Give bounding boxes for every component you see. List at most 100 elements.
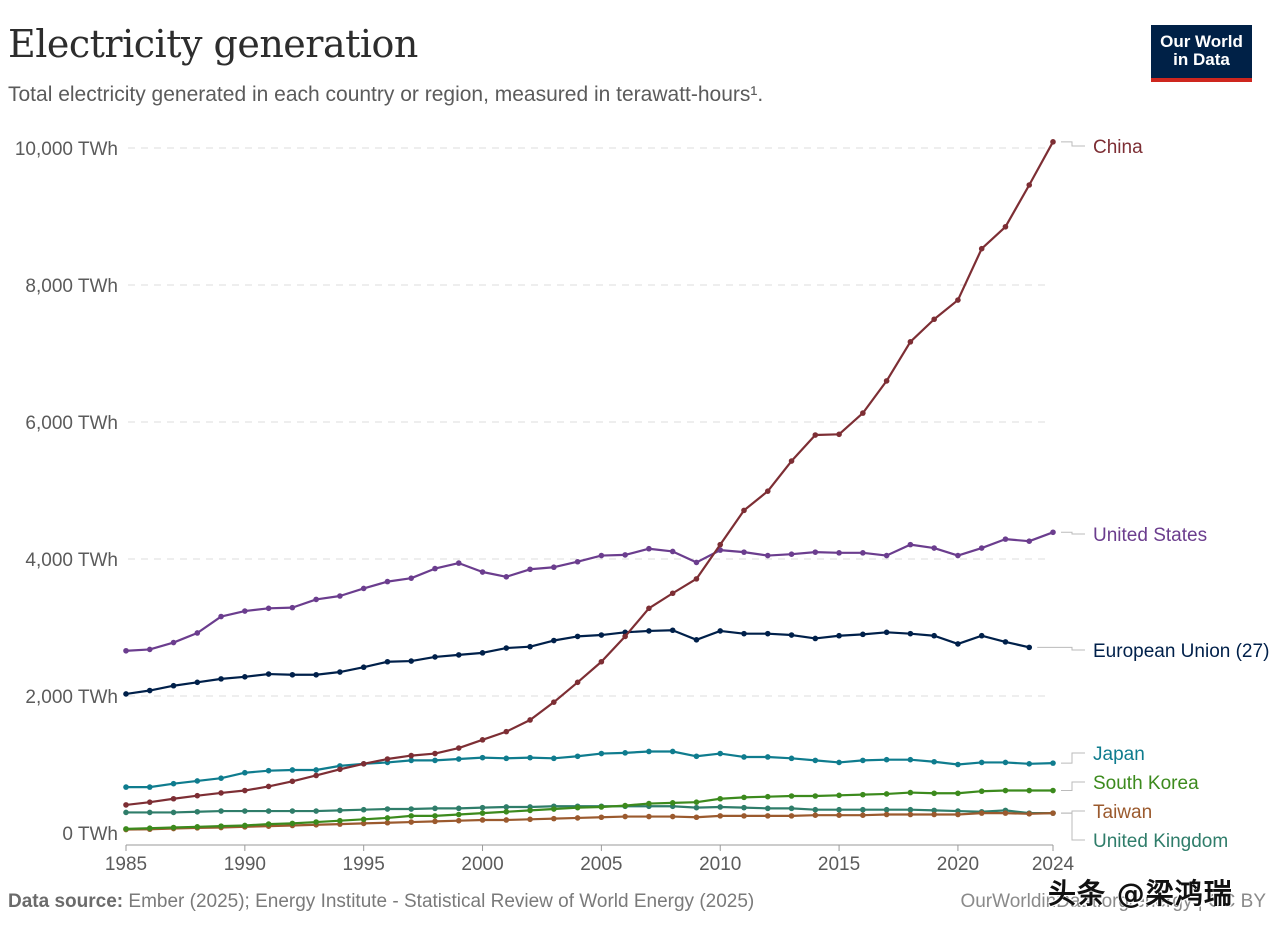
data-point[interactable] <box>455 756 462 762</box>
data-point[interactable] <box>788 805 795 812</box>
data-point[interactable] <box>123 826 129 832</box>
data-point[interactable] <box>218 823 224 829</box>
data-point[interactable] <box>242 822 248 829</box>
data-point[interactable] <box>812 432 819 438</box>
data-point[interactable] <box>265 808 272 814</box>
data-point[interactable] <box>289 767 296 773</box>
data-point[interactable] <box>1026 182 1033 188</box>
series-label[interactable]: United Kingdom <box>1093 831 1228 852</box>
data-point[interactable] <box>360 585 367 592</box>
data-point[interactable] <box>432 750 438 757</box>
data-point[interactable] <box>123 647 129 654</box>
data-point[interactable] <box>384 578 391 585</box>
data-point[interactable] <box>717 795 724 802</box>
data-point[interactable] <box>503 645 510 651</box>
data-point[interactable] <box>598 632 605 638</box>
data-point[interactable] <box>788 813 795 819</box>
data-point[interactable] <box>860 631 866 638</box>
data-point[interactable] <box>313 596 319 603</box>
data-point[interactable] <box>289 820 296 827</box>
data-point[interactable] <box>978 632 985 639</box>
series-label[interactable]: China <box>1093 137 1143 158</box>
data-point[interactable] <box>669 748 676 755</box>
data-point[interactable] <box>551 755 557 762</box>
data-point[interactable] <box>503 728 510 735</box>
data-point[interactable] <box>289 808 296 814</box>
data-point[interactable] <box>741 630 747 637</box>
data-point[interactable] <box>146 687 153 694</box>
data-point[interactable] <box>313 808 319 814</box>
data-point[interactable] <box>693 814 700 821</box>
data-point[interactable] <box>289 671 296 678</box>
data-point[interactable] <box>432 757 438 764</box>
data-point[interactable] <box>1002 787 1009 794</box>
series-japan[interactable] <box>123 748 1056 790</box>
data-point[interactable] <box>1026 811 1033 817</box>
series-line[interactable] <box>125 141 1054 807</box>
data-point[interactable] <box>551 637 557 644</box>
data-point[interactable] <box>883 811 890 818</box>
data-point[interactable] <box>432 805 438 812</box>
data-point[interactable] <box>598 750 605 757</box>
data-point[interactable] <box>170 639 177 646</box>
data-point[interactable] <box>812 757 819 764</box>
data-point[interactable] <box>955 811 961 818</box>
data-point[interactable] <box>836 759 842 766</box>
data-point[interactable] <box>408 819 415 825</box>
data-point[interactable] <box>265 821 272 827</box>
data-point[interactable] <box>289 778 296 785</box>
data-point[interactable] <box>812 812 819 818</box>
data-point[interactable] <box>1050 139 1056 145</box>
data-point[interactable] <box>741 794 747 801</box>
data-point[interactable] <box>883 552 890 559</box>
data-point[interactable] <box>313 767 319 773</box>
data-point[interactable] <box>503 804 510 810</box>
data-point[interactable] <box>479 569 486 575</box>
data-point[interactable] <box>598 552 605 559</box>
data-point[interactable] <box>503 755 510 762</box>
data-point[interactable] <box>432 818 438 825</box>
data-point[interactable] <box>1002 536 1009 542</box>
data-point[interactable] <box>907 756 914 763</box>
data-point[interactable] <box>1002 639 1009 645</box>
data-point[interactable] <box>479 737 486 743</box>
data-point[interactable] <box>265 783 272 790</box>
data-point[interactable] <box>123 809 129 816</box>
data-point[interactable] <box>598 658 605 665</box>
data-point[interactable] <box>242 769 248 776</box>
data-point[interactable] <box>764 813 771 819</box>
data-point[interactable] <box>622 750 628 756</box>
data-point[interactable] <box>1002 223 1009 230</box>
data-point[interactable] <box>812 635 819 642</box>
data-point[interactable] <box>146 799 153 805</box>
series-united-states[interactable] <box>123 529 1056 654</box>
data-point[interactable] <box>384 756 391 762</box>
data-point[interactable] <box>836 806 842 813</box>
data-point[interactable] <box>836 431 842 438</box>
data-point[interactable] <box>836 550 842 556</box>
data-point[interactable] <box>360 761 367 767</box>
series-european-union-27[interactable] <box>123 627 1033 697</box>
data-point[interactable] <box>574 815 581 821</box>
data-point[interactable] <box>812 549 819 555</box>
data-point[interactable] <box>883 806 890 813</box>
series-label[interactable]: Japan <box>1093 744 1145 765</box>
data-point[interactable] <box>384 658 391 665</box>
data-point[interactable] <box>1050 787 1056 794</box>
data-point[interactable] <box>170 795 177 802</box>
data-point[interactable] <box>479 754 486 761</box>
data-point[interactable] <box>170 824 177 831</box>
data-point[interactable] <box>408 757 415 764</box>
data-point[interactable] <box>123 784 129 790</box>
data-point[interactable] <box>194 808 201 815</box>
data-point[interactable] <box>883 378 890 384</box>
data-point[interactable] <box>836 632 842 639</box>
data-point[interactable] <box>551 699 557 705</box>
series-label[interactable]: Taiwan <box>1093 802 1152 823</box>
data-point[interactable] <box>883 756 890 763</box>
data-point[interactable] <box>265 671 272 677</box>
data-point[interactable] <box>313 671 319 678</box>
data-point[interactable] <box>622 802 628 809</box>
data-point[interactable] <box>408 806 415 812</box>
data-point[interactable] <box>289 604 296 611</box>
